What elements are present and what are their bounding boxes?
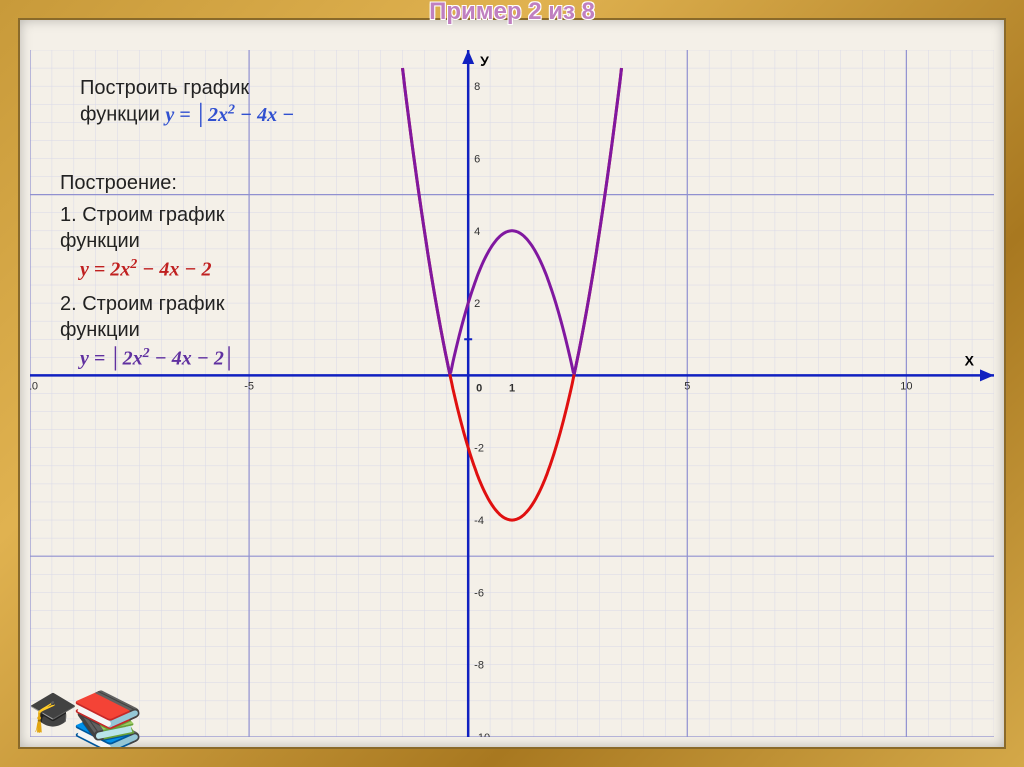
step1-text: 1. Cтроим графикфункции (60, 202, 440, 254)
svg-text:-5: -5 (244, 380, 254, 392)
svg-text:5: 5 (684, 380, 690, 392)
svg-text:1: 1 (509, 382, 515, 394)
svg-text:У: У (480, 53, 489, 69)
svg-text:-4: -4 (474, 515, 484, 527)
step2-text: 2. Строим графикфункции (60, 291, 440, 343)
svg-text:0: 0 (476, 382, 482, 394)
task-line2: функции y = │2x2 − 4x − (80, 101, 460, 128)
construction-heading: Построение: (60, 170, 440, 196)
chart-svg: -10 -5 5 10 -10 -8 -6 -4 -2 2 4 6 8 X У 0 1 (30, 50, 994, 737)
svg-text:10: 10 (900, 380, 912, 392)
svg-text:-10: -10 (30, 380, 38, 392)
construction-block: Построение: 1. Cтроим графикфункции y = … (60, 170, 440, 371)
svg-text:4: 4 (474, 226, 480, 238)
step2-formula: y = │2x2 − 4x − 2│ (80, 345, 440, 372)
svg-text:-6: -6 (474, 587, 484, 599)
svg-text:X: X (965, 352, 975, 368)
paper-surface: -10 -5 5 10 -10 -8 -6 -4 -2 2 4 6 8 X У 0 1 Построить гр… (18, 18, 1006, 749)
step1-formula: y = 2x2 − 4x − 2 (80, 256, 440, 283)
svg-text:-2: -2 (474, 443, 484, 455)
books-icon: 🎓📚 (22, 693, 144, 749)
svg-text:-8: -8 (474, 660, 484, 672)
task-line1: Построить график (80, 75, 460, 101)
task-formula: y = │2x2 − 4x − (165, 104, 294, 126)
task-text: Построить график функции y = │2x2 − 4x − (80, 75, 460, 128)
svg-text:6: 6 (474, 153, 480, 165)
svg-text:8: 8 (474, 81, 480, 93)
plot-area: -10 -5 5 10 -10 -8 -6 -4 -2 2 4 6 8 X У 0 1 (30, 50, 994, 737)
wooden-frame: Пример 2 из 8 -10-5510-10-8-6-4-22468XУ0… (0, 0, 1024, 767)
svg-text:2: 2 (474, 298, 480, 310)
svg-text:-10: -10 (474, 732, 490, 737)
